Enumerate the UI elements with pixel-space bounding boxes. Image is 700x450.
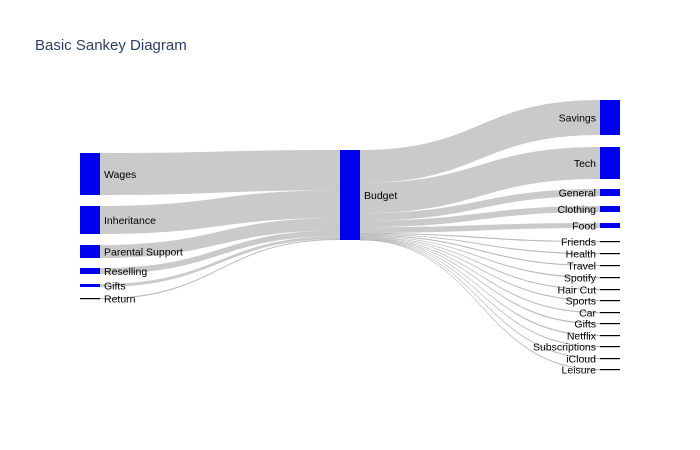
link-budget-to-health[interactable] [360,233,600,255]
node-label-health: Health [566,249,597,261]
node-label-gifts_in: Gifts [104,281,126,293]
link-budget-to-icloud[interactable] [360,239,600,360]
link-budget-to-food[interactable] [360,223,600,233]
node-spotify[interactable] [600,277,620,279]
link-wages-to-budget[interactable] [100,150,340,195]
node-label-sports: Sports [566,296,596,308]
link-budget-to-tech[interactable] [360,147,600,214]
link-budget-to-haircut[interactable] [360,236,600,291]
node-label-spotify: Spotify [564,273,597,285]
node-gifts_out[interactable] [600,323,620,325]
node-parental[interactable] [80,245,100,258]
node-return[interactable] [80,298,100,300]
node-leisure[interactable] [600,369,620,371]
node-label-budget: Budget [364,190,397,202]
link-budget-to-sports[interactable] [360,236,600,302]
node-label-reselling: Reselling [104,266,147,278]
link-gifts_in-to-budget[interactable] [100,236,340,287]
node-food[interactable] [600,223,620,228]
link-parental-to-budget[interactable] [100,217,340,258]
node-label-haircut: Hair Cut [557,285,596,297]
node-inheritance[interactable] [80,206,100,234]
node-label-car: Car [579,308,596,320]
node-health[interactable] [600,253,620,255]
node-wages[interactable] [80,153,100,195]
node-label-wages: Wages [104,169,136,181]
node-clothing[interactable] [600,206,620,212]
node-car[interactable] [600,312,620,314]
node-label-netflix: Netflix [567,331,597,343]
node-label-leisure: Leisure [562,365,597,377]
links-layer [100,100,600,371]
chart-title: Basic Sankey Diagram [35,37,187,54]
node-label-subscriptions: Subscriptions [533,342,596,354]
node-label-savings: Savings [559,113,596,125]
node-netflix[interactable] [600,335,620,337]
node-savings[interactable] [600,100,620,135]
node-label-gifts_out: Gifts [574,319,596,331]
node-label-tech: Tech [574,158,596,170]
node-travel[interactable] [600,265,620,267]
node-budget[interactable] [340,150,360,240]
node-label-icloud: iCloud [566,354,596,366]
node-sports[interactable] [600,300,620,302]
node-label-food: Food [572,221,596,233]
link-budget-to-leisure[interactable] [360,239,600,371]
node-label-general: General [559,188,596,200]
link-budget-to-friends[interactable] [360,232,600,243]
nodes-layer [80,100,620,371]
link-return-to-budget[interactable] [100,239,340,300]
link-budget-to-general[interactable] [360,189,600,221]
link-budget-to-savings[interactable] [360,100,600,183]
node-general[interactable] [600,189,620,196]
link-budget-to-netflix[interactable] [360,238,600,337]
node-label-parental: Parental Support [104,247,183,259]
node-label-friends: Friends [561,237,596,249]
node-label-travel: Travel [567,261,596,273]
node-tech[interactable] [600,147,620,179]
labels-layer: Wages Inheritance Parental Support Resellin… [104,113,597,377]
link-budget-to-car[interactable] [360,237,600,314]
node-reselling[interactable] [80,268,100,274]
link-budget-to-travel[interactable] [360,234,600,267]
node-label-clothing: Clothing [557,204,596,216]
node-icloud[interactable] [600,358,620,360]
node-friends[interactable] [600,241,620,243]
link-budget-to-clothing[interactable] [360,206,600,228]
node-label-return: Return [104,294,136,306]
link-budget-to-subscriptions[interactable] [360,238,600,348]
link-reselling-to-budget[interactable] [100,230,340,274]
node-subscriptions[interactable] [600,346,620,348]
node-gifts_in[interactable] [80,284,100,287]
node-label-inheritance: Inheritance [104,215,156,227]
node-haircut[interactable] [600,289,620,291]
link-budget-to-gifts_out[interactable] [360,238,600,325]
link-inheritance-to-budget[interactable] [100,190,340,234]
link-budget-to-spotify[interactable] [360,235,600,279]
